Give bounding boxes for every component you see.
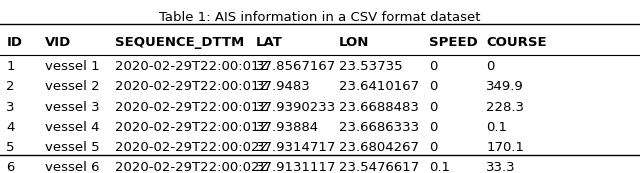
Text: vessel 4: vessel 4 <box>45 121 99 134</box>
Text: 4: 4 <box>6 121 15 134</box>
Text: 0: 0 <box>429 101 437 113</box>
Text: 23.5476617: 23.5476617 <box>339 161 419 173</box>
Text: 23.6804267: 23.6804267 <box>339 141 419 154</box>
Text: 0.1: 0.1 <box>429 161 450 173</box>
Text: 2020-02-29T22:00:01Z: 2020-02-29T22:00:01Z <box>115 121 269 134</box>
Text: 0: 0 <box>429 60 437 73</box>
Text: 2020-02-29T22:00:02Z: 2020-02-29T22:00:02Z <box>115 141 269 154</box>
Text: 1: 1 <box>6 60 15 73</box>
Text: vessel 1: vessel 1 <box>45 60 99 73</box>
Text: 23.6410167: 23.6410167 <box>339 80 419 93</box>
Text: ID: ID <box>6 36 22 49</box>
Text: 2: 2 <box>6 80 15 93</box>
Text: 37.8567167: 37.8567167 <box>256 60 336 73</box>
Text: 228.3: 228.3 <box>486 101 524 113</box>
Text: 0: 0 <box>486 60 495 73</box>
Text: Table 1: AIS information in a CSV format dataset: Table 1: AIS information in a CSV format… <box>159 11 481 24</box>
Text: 0: 0 <box>429 121 437 134</box>
Text: 37.9390233: 37.9390233 <box>256 101 336 113</box>
Text: 5: 5 <box>6 141 15 154</box>
Text: 2020-02-29T22:00:01Z: 2020-02-29T22:00:01Z <box>115 60 269 73</box>
Text: SPEED: SPEED <box>429 36 477 49</box>
Text: 0: 0 <box>429 141 437 154</box>
Text: 23.6688483: 23.6688483 <box>339 101 419 113</box>
Text: vessel 2: vessel 2 <box>45 80 99 93</box>
Text: 0: 0 <box>429 80 437 93</box>
Text: LAT: LAT <box>256 36 283 49</box>
Text: SEQUENCE_DTTM: SEQUENCE_DTTM <box>115 36 244 49</box>
Text: 23.6686333: 23.6686333 <box>339 121 419 134</box>
Text: vessel 3: vessel 3 <box>45 101 99 113</box>
Text: vessel 6: vessel 6 <box>45 161 99 173</box>
Text: 37.9314717: 37.9314717 <box>256 141 337 154</box>
Text: 37.9131117: 37.9131117 <box>256 161 337 173</box>
Text: VID: VID <box>45 36 71 49</box>
Text: 2020-02-29T22:00:02Z: 2020-02-29T22:00:02Z <box>115 161 269 173</box>
Text: 2020-02-29T22:00:01Z: 2020-02-29T22:00:01Z <box>115 80 269 93</box>
Text: 33.3: 33.3 <box>486 161 516 173</box>
Text: 3: 3 <box>6 101 15 113</box>
Text: 6: 6 <box>6 161 15 173</box>
Text: 2020-02-29T22:00:01Z: 2020-02-29T22:00:01Z <box>115 101 269 113</box>
Text: 170.1: 170.1 <box>486 141 524 154</box>
Text: 37.9483: 37.9483 <box>256 80 311 93</box>
Text: 23.53735: 23.53735 <box>339 60 403 73</box>
Text: 0.1: 0.1 <box>486 121 508 134</box>
Text: vessel 5: vessel 5 <box>45 141 99 154</box>
Text: LON: LON <box>339 36 369 49</box>
Text: 349.9: 349.9 <box>486 80 524 93</box>
Text: COURSE: COURSE <box>486 36 547 49</box>
Text: 37.93884: 37.93884 <box>256 121 319 134</box>
